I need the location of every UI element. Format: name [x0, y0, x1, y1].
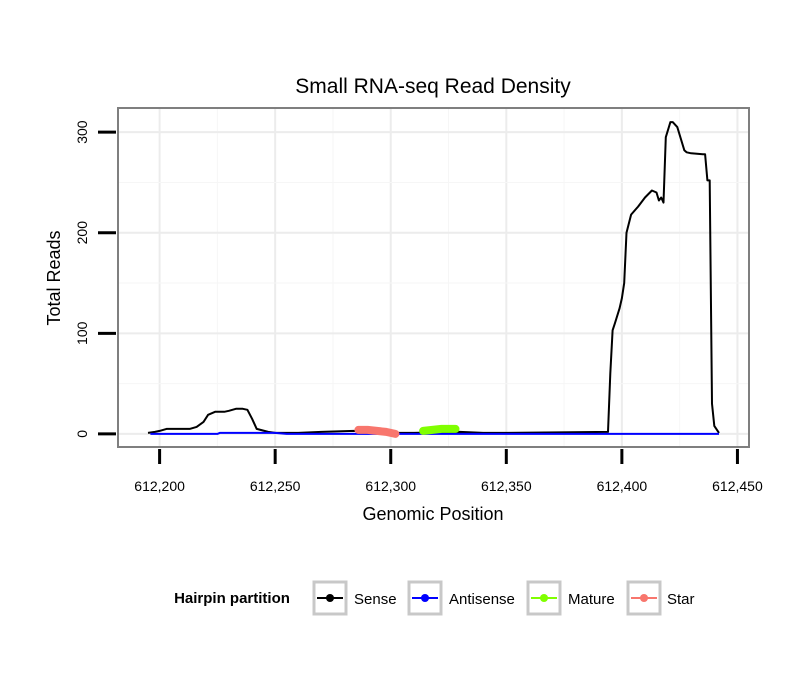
- x-tick-label: 612,450: [712, 478, 763, 494]
- x-tick-label: 612,200: [134, 478, 185, 494]
- legend-title: Hairpin partition: [174, 590, 290, 607]
- y-tick-label: 100: [74, 321, 90, 345]
- legend-key-dot: [421, 594, 429, 602]
- x-axis-label: Genomic Position: [362, 504, 503, 524]
- legend-key-dot: [326, 594, 334, 602]
- legend-key-dot: [540, 594, 548, 602]
- legend-label: Sense: [354, 591, 397, 608]
- y-tick-label: 300: [74, 120, 90, 144]
- panel-background: [118, 108, 749, 447]
- plot-panel: [117, 107, 750, 448]
- legend-items: Sense Antisense Mature Star: [312, 580, 695, 616]
- legend-label: Star: [667, 591, 695, 608]
- legend-item-star: Star: [626, 580, 695, 616]
- y-tick-label: 200: [74, 221, 90, 245]
- legend-item-sense: Sense: [312, 580, 397, 616]
- x-tick-label: 612,300: [365, 478, 416, 494]
- x-tick-label: 612,250: [250, 478, 301, 494]
- legend-label: Antisense: [449, 591, 515, 608]
- x-tick-label: 612,350: [481, 478, 532, 494]
- series-layer: [147, 121, 720, 438]
- series-line-mature: [419, 424, 460, 435]
- series-line-star: [354, 425, 400, 438]
- series-line-sense: [147, 121, 720, 434]
- chart-title: Small RNA-seq Read Density: [295, 75, 571, 98]
- y-axis: 0 100 200 300: [74, 120, 116, 438]
- x-tick-label: 612,400: [597, 478, 648, 494]
- grid: [118, 108, 749, 447]
- y-tick-label: 0: [74, 430, 90, 438]
- legend: Hairpin partition Sense Antisense Mature St…: [174, 580, 695, 616]
- x-axis: 612,200 612,250 612,300 612,350 612,400 612,4…: [134, 449, 763, 494]
- panel-border: [117, 107, 750, 448]
- legend-item-mature: Mature: [526, 580, 615, 616]
- legend-label: Mature: [568, 591, 615, 608]
- y-axis-label: Total Reads: [44, 230, 64, 325]
- legend-key-dot: [640, 594, 648, 602]
- legend-item-antisense: Antisense: [407, 580, 515, 616]
